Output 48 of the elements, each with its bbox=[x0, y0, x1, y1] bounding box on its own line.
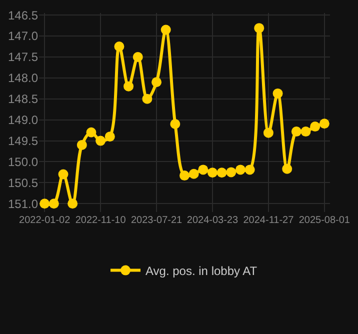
point bbox=[114, 42, 124, 52]
x-tick-label: 2023-07-21 bbox=[130, 215, 183, 226]
point bbox=[170, 119, 180, 130]
point bbox=[188, 168, 199, 179]
point bbox=[48, 198, 59, 209]
point bbox=[124, 81, 134, 92]
point bbox=[235, 164, 246, 175]
point bbox=[152, 77, 162, 88]
x-tick-label: 2024-03-23 bbox=[186, 215, 238, 226]
x-tick-label: 2024-11-27 bbox=[243, 215, 294, 226]
point bbox=[291, 126, 302, 137]
point bbox=[40, 198, 50, 209]
y-tick-label: 147.5 bbox=[8, 50, 38, 64]
y-tick-label: 151.0 bbox=[8, 196, 38, 211]
point bbox=[96, 136, 106, 146]
point bbox=[216, 168, 227, 178]
point bbox=[272, 88, 283, 98]
point bbox=[282, 164, 292, 174]
y-tick-label: 147.0 bbox=[8, 29, 38, 44]
point bbox=[132, 52, 143, 62]
y-tick-label: 149.5 bbox=[8, 134, 38, 148]
point bbox=[244, 164, 255, 175]
point bbox=[226, 167, 236, 178]
point bbox=[86, 127, 96, 138]
point bbox=[142, 94, 152, 104]
point bbox=[160, 24, 171, 35]
y-tick-label: 150.5 bbox=[8, 176, 38, 190]
point bbox=[76, 140, 87, 150]
point bbox=[207, 168, 218, 178]
y-tick-label: 146.5 bbox=[8, 8, 38, 22]
x-tick-label: 2022-11-10 bbox=[75, 215, 126, 226]
y-tick-label: 150.0 bbox=[8, 154, 38, 169]
y-tick-label: 149.0 bbox=[8, 113, 38, 128]
point bbox=[180, 170, 190, 181]
x-tick-label: 2025-08-01 bbox=[298, 215, 350, 226]
legend-label: Avg. pos. in lobby AT bbox=[146, 264, 258, 278]
point bbox=[198, 164, 208, 175]
point bbox=[263, 128, 274, 138]
point bbox=[104, 132, 115, 142]
point bbox=[68, 198, 78, 209]
point bbox=[319, 118, 330, 129]
point bbox=[254, 23, 264, 34]
point bbox=[310, 122, 320, 132]
y-tick-label: 148.5 bbox=[8, 92, 38, 106]
y-tick-label: 148.0 bbox=[8, 71, 38, 86]
x-tick-label: 2022-01-02 bbox=[19, 215, 71, 226]
point bbox=[58, 169, 68, 180]
point bbox=[300, 126, 311, 137]
